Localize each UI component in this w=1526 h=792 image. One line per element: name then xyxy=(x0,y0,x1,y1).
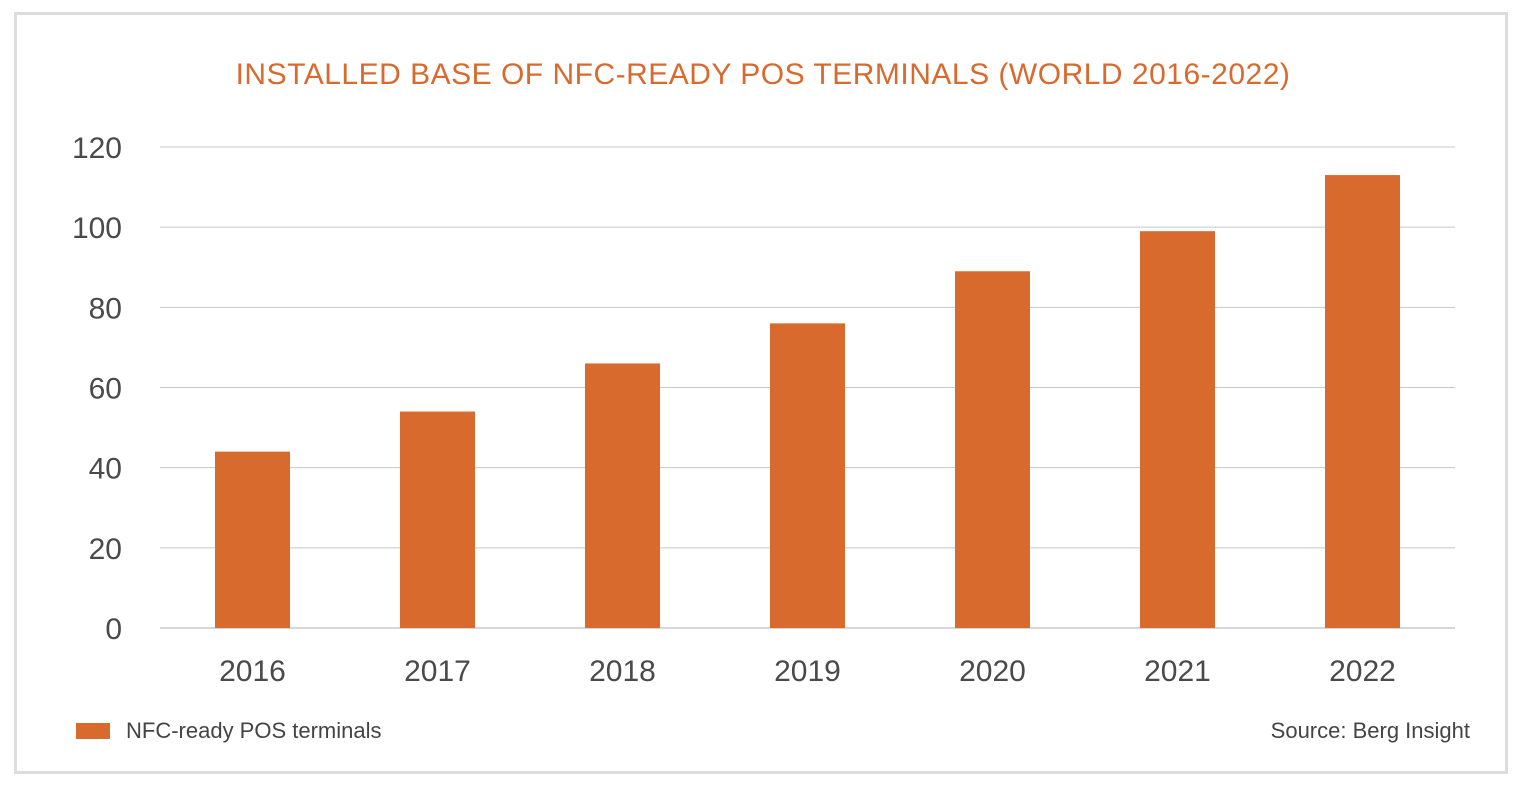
bar-2022 xyxy=(1325,175,1400,628)
y-tick-label: 40 xyxy=(89,453,122,486)
bar-2019 xyxy=(770,323,845,628)
x-tick-label: 2019 xyxy=(774,655,841,688)
bar-2020 xyxy=(955,271,1030,628)
x-tick-label: 2020 xyxy=(959,655,1026,688)
x-tick-label: 2017 xyxy=(404,655,471,688)
y-tick-label: 100 xyxy=(72,212,122,245)
x-tick-label: 2022 xyxy=(1329,655,1396,688)
bar-2017 xyxy=(400,411,475,628)
bar-2018 xyxy=(585,363,660,628)
legend-label: NFC-ready POS terminals xyxy=(126,718,382,743)
bar-2016 xyxy=(215,451,290,628)
y-tick-label: 80 xyxy=(89,292,122,325)
x-tick-label: 2016 xyxy=(219,655,286,688)
y-tick-label: 20 xyxy=(89,533,122,566)
legend: NFC-ready POS terminals xyxy=(76,718,382,744)
bar-2021 xyxy=(1140,231,1215,629)
y-tick-label: 0 xyxy=(105,613,122,646)
x-tick-label: 2018 xyxy=(589,655,656,688)
legend-swatch xyxy=(76,723,110,739)
y-tick-label: 120 xyxy=(72,132,122,165)
chart-frame xyxy=(14,12,1508,774)
x-tick-label: 2021 xyxy=(1144,655,1211,688)
source-note: Source: Berg Insight xyxy=(1270,718,1470,743)
y-tick-label: 60 xyxy=(89,373,122,406)
chart-title: INSTALLED BASE OF NFC-READY POS TERMINAL… xyxy=(235,58,1291,91)
